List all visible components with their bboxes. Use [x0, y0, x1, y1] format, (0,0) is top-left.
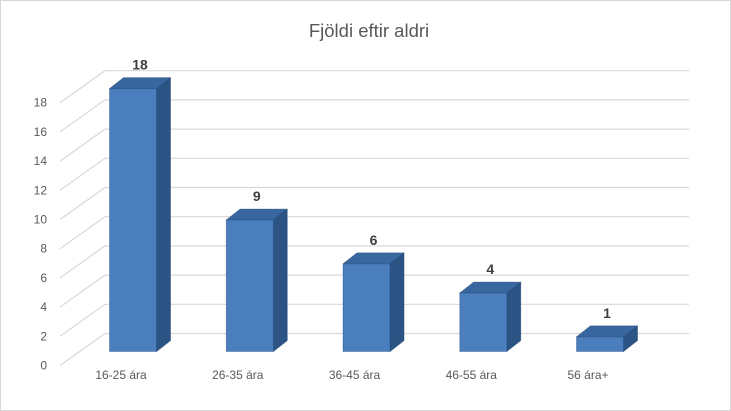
y-tick-label: 2 — [40, 329, 47, 343]
gridline — [59, 274, 689, 308]
bar-data-label: 9 — [253, 188, 261, 204]
bar-data-label: 4 — [486, 261, 494, 277]
x-tick-label: 16-25 ára — [95, 368, 147, 382]
bar-data-label: 6 — [370, 232, 378, 248]
gridline — [59, 157, 689, 191]
bar — [342, 263, 391, 352]
gridline — [59, 99, 689, 133]
bar — [225, 219, 274, 352]
x-tick-label: 46-55 ára — [446, 368, 498, 382]
y-tick-label: 12 — [34, 183, 48, 197]
y-tick-label: 10 — [34, 213, 48, 227]
bar-side-face — [272, 208, 288, 352]
chart-title: Fjöldi eftir aldri — [309, 20, 429, 41]
gridlines-layer — [59, 70, 689, 366]
gridline — [59, 245, 689, 279]
bar-side-face — [156, 77, 171, 352]
x-tick-label: 56 ára+ — [567, 368, 608, 382]
y-tick-label: 0 — [40, 359, 47, 373]
bar — [576, 336, 624, 352]
bar-data-label: 1 — [603, 305, 611, 321]
y-tick-label: 16 — [34, 125, 48, 139]
y-tick-label: 8 — [40, 242, 47, 256]
gridline — [59, 70, 689, 104]
x-tick-label: 36-45 ára — [329, 368, 381, 382]
bar — [109, 88, 157, 352]
bar-side-face — [506, 281, 522, 352]
gridline — [59, 186, 689, 220]
x-tick-label: 26-35 ára — [212, 368, 264, 382]
gridline — [59, 128, 689, 162]
y-tick-label: 6 — [40, 271, 47, 285]
bars-layer — [109, 77, 638, 352]
bar — [459, 292, 508, 352]
bar-data-label: 18 — [132, 57, 148, 73]
y-tick-label: 18 — [34, 96, 48, 110]
y-tick-label: 4 — [40, 300, 47, 314]
gridline — [59, 216, 689, 250]
data-labels-layer: 18 9 6 4 1 — [132, 57, 611, 321]
y-tick-label: 14 — [34, 154, 48, 168]
bar-side-face — [389, 252, 405, 352]
